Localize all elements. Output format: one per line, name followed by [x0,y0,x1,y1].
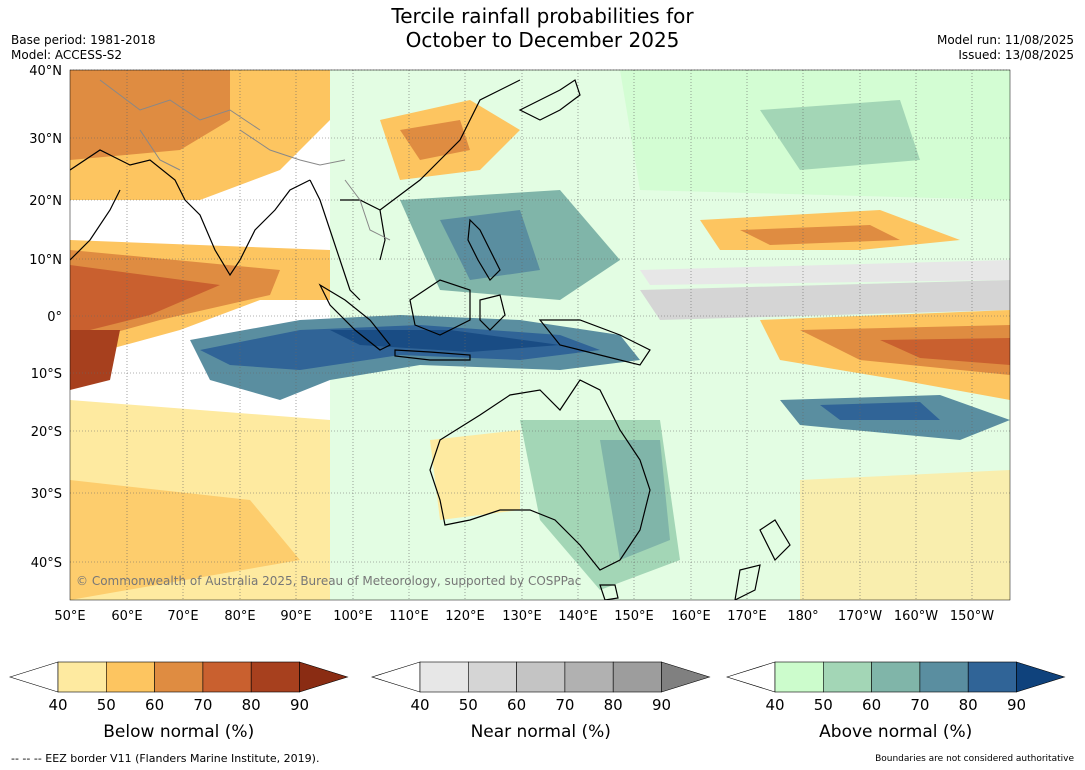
title-line-1: Tercile rainfall probabilities for [391,4,694,28]
lat-label: 30°N [29,132,62,147]
colorbar-segment [467,661,517,693]
colorbar-tick-label: 80 [959,696,978,714]
colorbar-tick-label: 60 [862,696,881,714]
longitude-labels: 50°E 60°E 70°E 80°E 90°E 100°E 110°E 120… [54,609,994,624]
colorbar-min-extend [370,661,421,693]
colorbar-segment [57,661,107,693]
colorbar-tick-label: 70 [910,696,929,714]
colorbar-segment [612,661,662,693]
colorbar-tick-label: 90 [290,696,309,714]
copyright-text: © Commonwealth of Australia 2025, Bureau… [76,574,582,588]
colorbar-max-extend [299,661,349,693]
lat-label: 10°S [31,367,62,382]
colorbar-min-extend [8,661,59,693]
boundaries-disclaimer: Boundaries are not considered authoritat… [875,754,1074,764]
colorbar-label: Below normal (%) [103,722,254,742]
lon-label: 100°E [333,609,373,624]
colorbar-segment [106,661,155,693]
lon-label: 130°E [502,609,542,624]
lon-label: 150°E [614,609,654,624]
lon-label: 140°E [558,609,598,624]
colorbar-segment [967,661,1017,693]
colorbar-0: 40 50 60 70 80 90 Below normal (%) [8,661,349,742]
lon-label: 160°E [671,609,711,624]
lon-label: 170°E [727,609,767,624]
colorbar-tick-label: 40 [410,696,429,714]
lon-label: 160°W [894,609,938,624]
colorbar-tick-label: 90 [1007,696,1026,714]
lat-label: 40°S [31,556,62,571]
colorbar-segment [516,661,566,693]
title-line-2: October to December 2025 [405,28,680,52]
colorbar-segment [419,661,469,693]
colorbar-tick-label: 90 [652,696,671,714]
colorbar-segment [202,661,252,693]
colorbar-tick-label: 60 [145,696,164,714]
graticule [70,69,1010,600]
lat-label: 20°N [29,194,62,209]
colorbar-segment [919,661,969,693]
colorbar-segment [774,661,824,693]
lon-label: 60°E [111,609,142,624]
lat-label: 10°N [29,253,62,268]
colorbar-1: 40 50 60 70 80 90 Near normal (%) [370,661,711,742]
coastlines [70,79,791,600]
model-text: Model: ACCESS-S2 [11,48,123,62]
colorbar-segment [154,661,204,693]
lon-label: 110°E [389,609,429,624]
lon-label: 150°W [950,609,994,624]
colorbar-tick-label: 70 [193,696,212,714]
colorbar-tick-label: 80 [604,696,623,714]
lon-label: 170°W [838,609,882,624]
colorbars: 40 50 60 70 80 90 Below normal (%) 40 50 60 70 80 90… [8,661,1066,742]
colorbar-max-extend [661,661,711,693]
colorbar-tick-label: 70 [555,696,574,714]
lat-label: 40°N [29,64,62,79]
model-run-text: Model run: 11/08/2025 [936,33,1074,47]
base-period-text: Base period: 1981-2018 [11,33,156,47]
colorbar-segment [564,661,614,693]
colorbar-2: 40 50 60 70 80 90 Above normal (%) [725,661,1066,742]
lat-label: 0° [47,310,62,325]
colorbar-label: Near normal (%) [471,722,611,742]
issued-text: Issued: 13/08/2025 [958,48,1074,62]
lat-label: 20°S [31,425,62,440]
lon-label: 90°E [280,609,311,624]
colorbar-label: Above normal (%) [819,722,972,742]
colorbar-min-extend [725,661,776,693]
lon-label: 120°E [445,609,485,624]
colorbar-tick-label: 50 [97,696,116,714]
colorbar-tick-label: 40 [48,696,67,714]
lat-label: 30°S [31,487,62,502]
colorbar-segment [871,661,921,693]
colorbar-tick-label: 50 [459,696,478,714]
colorbar-segment [822,661,872,693]
colorbar-tick-label: 50 [814,696,833,714]
lon-label: 80°E [224,609,255,624]
colorbar-tick-label: 60 [507,696,526,714]
eez-border-note: -- -- -- EEZ border V11 (Flanders Marine… [11,752,320,765]
borders [99,79,391,241]
colorbar-tick-label: 40 [765,696,784,714]
colorbar-tick-label: 80 [242,696,261,714]
colorbar-segment [250,661,300,693]
lon-label: 50°E [54,609,85,624]
lon-label: 180° [787,609,818,624]
map-frame [69,69,1011,601]
map-title: Tercile rainfall probabilities for Octob… [0,4,1085,52]
lon-label: 70°E [167,609,198,624]
latitude-labels: 40°N 30°N 20°N 10°N 0° 10°S 20°S 30°S 40… [29,64,62,571]
colorbar-max-extend [1016,661,1066,693]
map-field [70,70,1010,600]
